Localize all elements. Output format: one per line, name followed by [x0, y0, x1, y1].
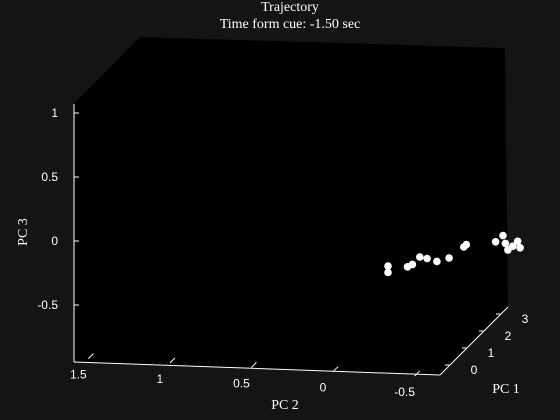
z-tick-label: 1 — [51, 106, 58, 120]
x-axis-label: PC 1 — [492, 382, 520, 397]
axes-box — [74, 37, 508, 375]
scatter-point — [499, 231, 507, 240]
y-tick-mark — [87, 353, 94, 360]
y-tick-label: 1 — [157, 372, 164, 386]
scatter-point — [501, 239, 510, 248]
y-tick-label: 0 — [320, 381, 327, 395]
scatter-point — [384, 268, 392, 277]
x-tick-label: 0 — [471, 363, 478, 377]
scatter-point — [433, 257, 441, 266]
z-tick-label: 0 — [51, 234, 58, 248]
y-tick-mark — [251, 361, 257, 368]
z-tick-label: -0.5 — [37, 298, 58, 312]
x-axis-line — [439, 306, 509, 376]
y-tick-mark — [332, 366, 339, 373]
x-tick-label: 3 — [522, 312, 529, 326]
scatter-point — [423, 254, 431, 263]
z-tick-label: 0.5 — [41, 170, 58, 184]
scatter-point — [516, 244, 524, 252]
scatter-point — [384, 262, 392, 270]
y-axis-label: PC 2 — [271, 398, 299, 413]
y-tick-label: -0.5 — [394, 385, 415, 399]
scatter-point — [416, 253, 424, 261]
scatter-point — [509, 242, 517, 250]
y-axis-line — [73, 361, 441, 376]
scatter-point — [445, 254, 453, 262]
scatter-points — [384, 231, 524, 277]
x-tick-label: 1 — [488, 346, 495, 360]
x-tick-label: 2 — [505, 329, 512, 343]
y-tick-group: 1.5 1 0.5 0 -0.5 — [70, 353, 420, 399]
scatter-point — [408, 260, 417, 269]
scatter-point — [462, 240, 471, 249]
y-tick-label: 1.5 — [70, 368, 87, 382]
chart-subtitle: Time form cue: -1.50 sec — [220, 17, 361, 32]
y-tick-mark — [414, 370, 420, 377]
chart-title: Trajectory — [261, 0, 319, 15]
y-tick-label: 0.5 — [233, 376, 250, 390]
z-tick-group: 1 0.5 0 -0.5 — [37, 106, 79, 312]
scatter-point — [491, 238, 500, 246]
z-axis-label: PC 3 — [16, 218, 31, 246]
scatter-point — [513, 237, 522, 246]
y-tick-mark — [169, 357, 176, 364]
